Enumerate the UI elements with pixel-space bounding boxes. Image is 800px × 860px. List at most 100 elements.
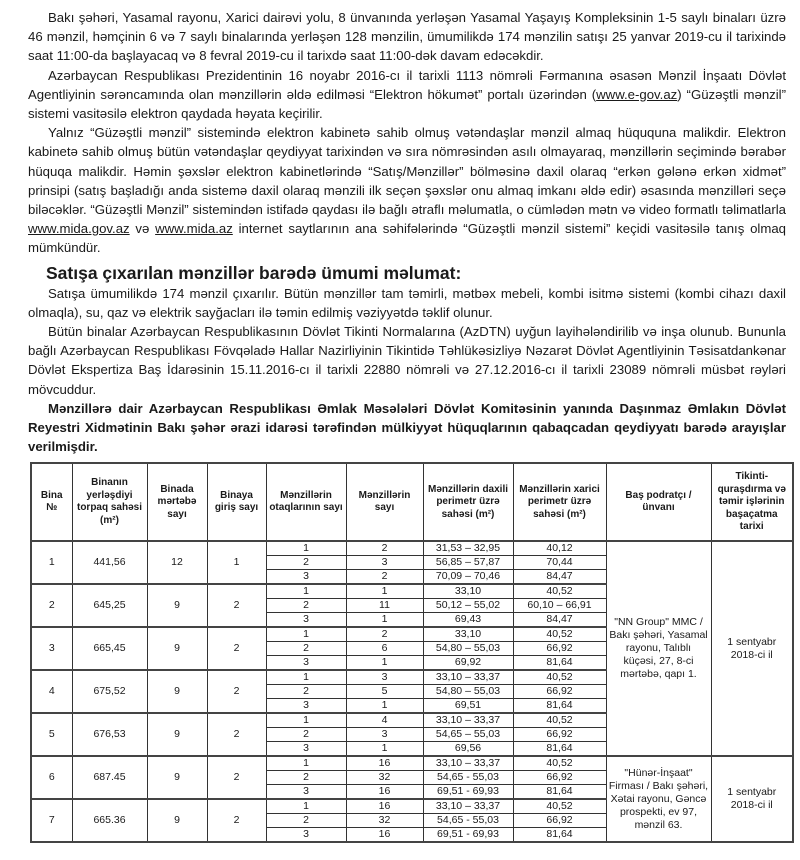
outer-area-cell: 66,92: [512, 770, 607, 786]
outer-area-cell: 60,10 – 66,91: [512, 598, 607, 614]
column-header: Mənzillərin daxili perimetr üzrə sahəsi …: [422, 462, 514, 542]
apartment-count-cell: 3: [345, 555, 424, 571]
table-row: 1 441,56 12 1 1 2 31,53 – 32,95 40,12 "NN Group"…: [30, 540, 794, 757]
table-row: 2 645,25 9 2 1 1 33,10 40,52: [30, 583, 793, 628]
rooms-cell: 1: [265, 626, 347, 643]
building-number-cell: 7: [30, 798, 73, 843]
apartment-count-cell: 1: [345, 698, 424, 714]
completion-date-cell: 1 sentyabr 2018-ci il: [710, 540, 794, 757]
land-area-cell: 665.36: [71, 798, 148, 843]
inner-area-cell: 69,51 - 69,93: [422, 827, 514, 843]
table-row: 2 11 50,12 – 55,02 60,10 – 66,91: [31, 598, 793, 614]
outer-area-cell: 40,52: [512, 669, 607, 686]
inner-area-cell: 56,85 – 57,87: [422, 555, 514, 571]
outer-area-cell: 81,64: [512, 741, 607, 757]
rooms-cell: 2: [265, 727, 347, 743]
table-row: 2 3 56,85 – 57,87 70,44: [31, 555, 793, 571]
table-row: 2 32 54,65 - 55,03 66,92: [31, 770, 793, 786]
apartment-count-cell: 2: [345, 569, 424, 585]
table-row: 3 16 69,51 - 69,93 81,64: [31, 827, 793, 843]
entrances-cell: 2: [206, 798, 267, 843]
contractor-cell: "Hünər-İnşaat" Firması / Bakı şəhəri, Xə…: [605, 755, 712, 843]
inner-area-cell: 69,51 - 69,93: [422, 784, 514, 800]
table-row: 3 1 69,56 81,64: [31, 741, 793, 757]
rooms-cell: 3: [265, 698, 347, 714]
outer-area-cell: 66,92: [512, 641, 607, 657]
apartment-count-cell: 6: [345, 641, 424, 657]
rooms-cell: 3: [265, 827, 347, 843]
apartment-count-cell: 4: [345, 712, 424, 729]
inner-area-cell: 54,65 - 55,03: [422, 813, 514, 829]
floors-cell: 9: [146, 798, 208, 843]
apartment-count-cell: 5: [345, 684, 424, 700]
outer-area-cell: 40,52: [512, 798, 607, 815]
outer-area-cell: 84,47: [512, 569, 607, 585]
rooms-cell: 2: [265, 770, 347, 786]
inner-area-cell: 69,92: [422, 655, 514, 671]
floors-cell: 9: [146, 712, 208, 757]
inner-area-cell: 54,80 – 55,03: [422, 641, 514, 657]
land-area-cell: 645,25: [71, 583, 148, 628]
building-number-cell: 6: [30, 755, 73, 800]
column-header: Mənzillərin otaqlarının sayı: [265, 462, 347, 542]
column-header: Mənzillərin xarici perimetr üzrə sahəsi …: [512, 462, 607, 542]
column-header: Binada mərtəbə sayı: [146, 462, 208, 542]
text: internet saytlarının ana səhifələrində “…: [28, 221, 786, 256]
apartment-count-cell: 2: [345, 540, 424, 557]
paragraph-registry: Mənzillərə dair Azərbaycan Respublikası …: [28, 400, 786, 455]
apartment-count-cell: 1: [345, 741, 424, 757]
apartment-count-cell: 3: [345, 669, 424, 686]
apartment-count-cell: 32: [345, 813, 424, 829]
paragraph-egov: Azərbaycan Respublikası Prezidentinin 16…: [28, 66, 786, 124]
inner-area-cell: 70,09 – 70,46: [422, 569, 514, 585]
floors-cell: 9: [146, 583, 208, 628]
inner-area-cell: 54,80 – 55,03: [422, 684, 514, 700]
building-number-cell: 2: [30, 583, 73, 628]
entrances-cell: 2: [206, 669, 267, 714]
apartment-count-cell: 16: [345, 755, 424, 772]
rooms-cell: 3: [265, 612, 347, 628]
apartment-count-cell: 1: [345, 655, 424, 671]
rooms-cell: 2: [265, 598, 347, 614]
inner-area-cell: 54,65 – 55,03: [422, 727, 514, 743]
rooms-cell: 1: [265, 540, 347, 557]
building-number-cell: 3: [30, 626, 73, 671]
outer-area-cell: 66,92: [512, 684, 607, 700]
entrances-cell: 2: [206, 626, 267, 671]
outer-area-cell: 84,47: [512, 612, 607, 628]
entrances-cell: 2: [206, 583, 267, 628]
egov-link[interactable]: www.e-gov.az: [596, 86, 678, 102]
land-area-cell: 665,45: [71, 626, 148, 671]
outer-area-cell: 40,52: [512, 583, 607, 600]
rooms-cell: 3: [265, 741, 347, 757]
table-row: 7 665.36 9 2 1 16 33,10 – 33,37 40,52: [30, 798, 793, 843]
outer-area-cell: 40,52: [512, 626, 607, 643]
outer-area-cell: 40,52: [512, 755, 607, 772]
paragraph-apartments: Satışa ümumilikdə 174 mənzil çıxarılır. …: [28, 285, 786, 320]
column-header: Binanın yerləşdiyi torpaq sahəsi (m²): [71, 462, 148, 542]
rooms-cell: 2: [265, 555, 347, 571]
completion-date-cell: 1 sentyabr 2018-ci il: [710, 755, 794, 843]
table-row: 4 675,52 9 2 1 3 33,10 – 33,37 40,52: [30, 669, 793, 714]
outer-area-cell: 81,64: [512, 698, 607, 714]
table-row: 2 3 54,65 – 55,03 66,92: [31, 727, 793, 743]
column-header: Tikinti-quraşdırma və təmir işlərinin ba…: [710, 462, 794, 542]
inner-area-cell: 54,65 - 55,03: [422, 770, 514, 786]
rooms-cell: 2: [265, 641, 347, 657]
table-row: 5 676,53 9 2 1 4 33,10 – 33,37 40,52: [30, 712, 793, 757]
table-row: 6 687.45 9 2 1 16 33,10 – 33,37 40,52 "Hünər-İnş…: [30, 755, 794, 843]
mida-gov-link[interactable]: www.mida.gov.az: [28, 221, 130, 237]
mida-link[interactable]: www.mida.az: [155, 221, 233, 237]
entrances-cell: 2: [206, 712, 267, 757]
paragraph-eligibility: Yalnız “Güzəştli mənzil” sistemində elek…: [28, 123, 786, 257]
floors-cell: 12: [146, 540, 208, 585]
apartment-count-cell: 2: [345, 626, 424, 643]
inner-area-cell: 69,56: [422, 741, 514, 757]
inner-area-cell: 33,10 – 33,37: [422, 755, 514, 772]
column-header: Mənzillərin sayı: [345, 462, 424, 542]
apartment-count-cell: 11: [345, 598, 424, 614]
column-header: Baş podratçı / ünvanı: [605, 462, 712, 542]
rooms-cell: 2: [265, 813, 347, 829]
rooms-cell: 3: [265, 655, 347, 671]
rooms-cell: 1: [265, 712, 347, 729]
